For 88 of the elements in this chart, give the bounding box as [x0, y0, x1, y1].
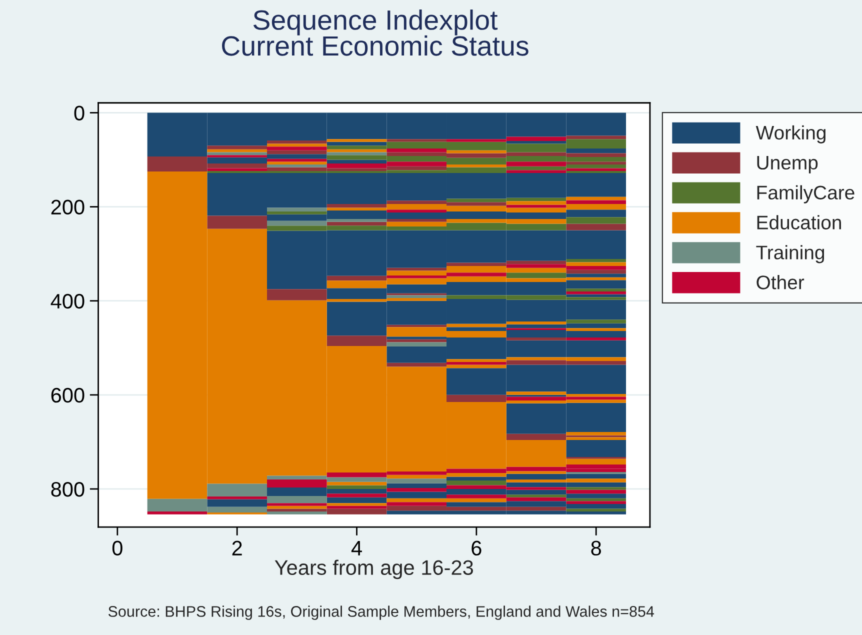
bar: [386, 268, 447, 271]
bar: [326, 152, 387, 156]
y-tick-label: 200: [51, 200, 84, 215]
bar: [446, 480, 506, 486]
bar: [386, 210, 447, 212]
bar: [386, 362, 447, 367]
bar: [566, 501, 626, 504]
bar: [267, 480, 327, 488]
legend-label: Education: [757, 215, 841, 230]
bar: [267, 208, 327, 212]
legend-label: Other: [756, 275, 804, 290]
bar: [326, 482, 387, 486]
x-axis-title: Years from age 16-23: [274, 560, 473, 580]
bar: [207, 168, 268, 172]
bar: [566, 328, 626, 331]
bar: [386, 502, 447, 506]
bar: [267, 146, 327, 150]
bar: [326, 485, 387, 489]
bar: [386, 219, 447, 222]
legend-label: Working: [756, 125, 826, 144]
x-tick-label: 6: [472, 540, 482, 556]
bar: [386, 148, 447, 152]
bar: [207, 216, 268, 229]
bar: [566, 338, 626, 340]
bar: [506, 338, 566, 340]
bar: [566, 196, 626, 200]
bar: [566, 288, 626, 292]
y-tick-label: 0: [74, 106, 84, 120]
bar: [446, 394, 506, 402]
bar: [207, 496, 268, 500]
x-tick-label: 4: [351, 541, 362, 556]
bar: [506, 272, 566, 278]
bar: [207, 152, 268, 156]
bar: [326, 142, 387, 146]
bar: [566, 440, 626, 457]
legend-label: Training: [756, 245, 824, 264]
bar: [267, 289, 327, 300]
chart-title: Sequence Indexplot: [253, 10, 498, 36]
bar: [446, 164, 506, 168]
bar: [386, 483, 447, 488]
bar: [566, 320, 626, 324]
bar: [267, 140, 327, 144]
bar: [446, 362, 506, 365]
bar: [386, 342, 447, 346]
bar: [566, 259, 626, 262]
bar: [326, 160, 387, 164]
bar: [386, 139, 447, 142]
bar: [566, 490, 626, 494]
x-tick-label: 8: [591, 540, 601, 556]
bar: [267, 212, 327, 214]
source-note: Source: BHPS Rising 16s, Original Sample Members, England and Wales n=854: [108, 606, 654, 620]
bar: [506, 494, 566, 498]
bar: [326, 139, 387, 142]
bar: [207, 146, 268, 150]
bar: [566, 136, 626, 140]
bar: [566, 291, 626, 294]
bar: [326, 494, 387, 498]
y-tick-label: 600: [51, 388, 84, 403]
bar: [326, 204, 387, 208]
bar: [267, 150, 327, 154]
bar: [326, 276, 387, 281]
y-tick-label: 400: [50, 294, 84, 309]
bar: [566, 262, 626, 266]
legend-label: Unemp: [757, 156, 818, 174]
x-tick-label: 2: [232, 540, 242, 556]
bar: [566, 200, 626, 204]
bar: [267, 164, 327, 168]
bar: [326, 222, 387, 226]
bar: [506, 162, 566, 166]
bar: [566, 270, 626, 274]
bar: [326, 503, 387, 506]
bar: [566, 274, 626, 278]
legend-label: FamilyCare: [757, 185, 854, 204]
chart-subtitle: Current Economic Status: [222, 35, 528, 56]
y-tick-label: 800: [51, 482, 84, 497]
bar: [386, 295, 447, 298]
bar: [506, 140, 566, 144]
bar: [147, 512, 208, 514]
bar: [566, 148, 626, 154]
bar: [207, 499, 268, 507]
bar: [566, 224, 626, 230]
bar: [566, 162, 626, 164]
bar: [566, 487, 626, 490]
bar: [566, 508, 626, 512]
bar: [566, 217, 626, 224]
bar: [267, 503, 327, 506]
bar: [267, 162, 327, 164]
x-tick-label: 0: [112, 540, 122, 556]
